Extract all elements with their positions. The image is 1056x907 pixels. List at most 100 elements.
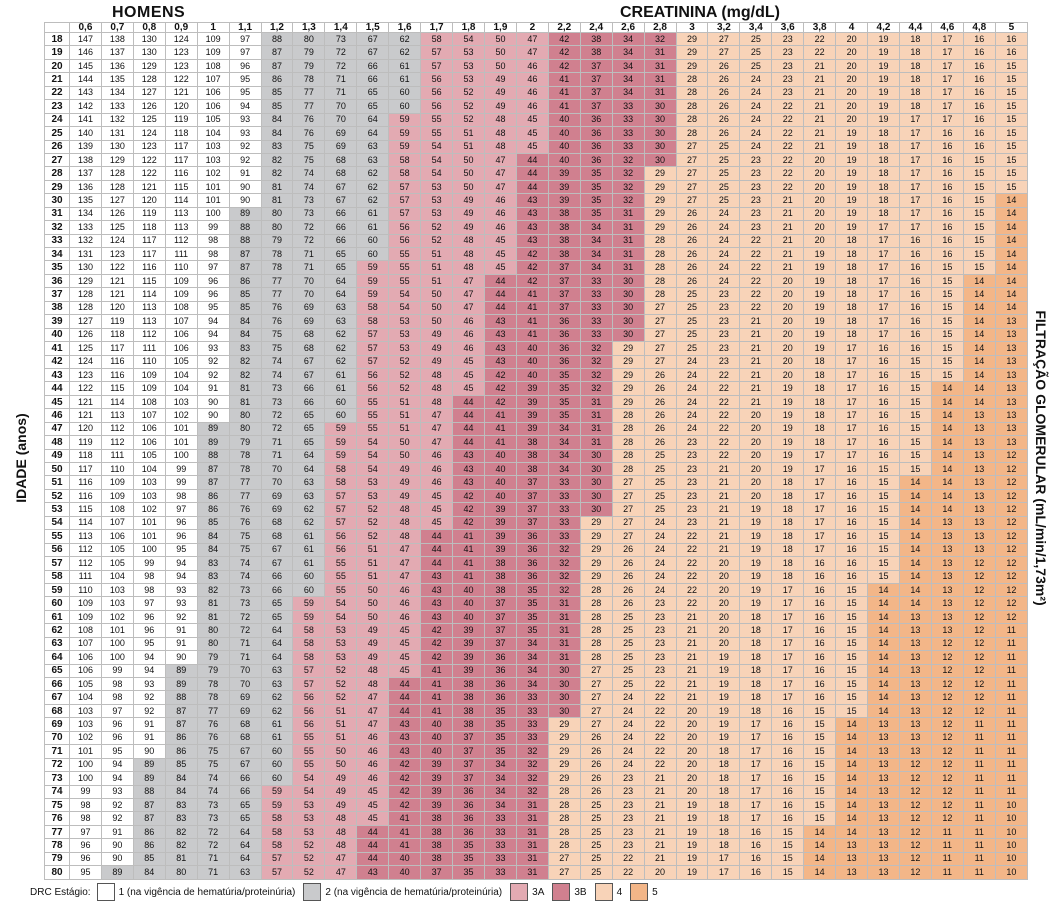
gfr-cell: 12 (898, 771, 932, 786)
gfr-cell: 49 (388, 475, 422, 490)
gfr-cell: 60 (292, 582, 326, 598)
gfr-cell: 19 (675, 824, 709, 840)
gfr-cell: 43 (483, 354, 517, 369)
gfr-cell: 18 (707, 744, 741, 759)
gfr-cell: 83 (260, 139, 294, 154)
gfr-cell: 96 (69, 851, 102, 867)
gfr-cell: 14 (898, 556, 932, 571)
gfr-cell: 26 (675, 260, 709, 275)
table-row: 27 138 129 122 117 103 92 82 75 68 63 58 54 50 47 44 40 3… (44, 152, 1029, 168)
age-cell: 41 (44, 341, 70, 356)
gfr-cell: 37 (515, 475, 549, 490)
gfr-cell: 13 (930, 609, 964, 625)
gfr-cell: 28 (579, 609, 613, 625)
gfr-cell: 64 (228, 851, 262, 867)
gfr-cell: 15 (867, 542, 900, 558)
gfr-cell: 71 (260, 448, 294, 464)
gfr-cell: 61 (324, 381, 358, 396)
gfr-cell: 79 (292, 45, 326, 60)
legend-item: 1 (na vigência de hematúria/proteinúria) (96, 883, 295, 901)
gfr-cell: 16 (962, 112, 996, 128)
gfr-cell: 42 (452, 515, 485, 531)
gfr-cell: 13 (835, 851, 869, 867)
gfr-cell: 14 (867, 690, 900, 705)
gfr-cell: 18 (898, 72, 932, 87)
gfr-cell: 43 (452, 475, 485, 490)
gfr-cell: 21 (739, 354, 773, 369)
gfr-cell: 57 (292, 663, 326, 679)
gfr-cell: 42 (547, 58, 581, 74)
gfr-cell: 50 (420, 287, 454, 302)
gfr-cell: 31 (547, 623, 581, 638)
gfr-cell: 80 (196, 636, 230, 652)
age-cell: 60 (44, 596, 70, 611)
gfr-cell: 44 (515, 166, 549, 181)
gfr-cell: 23 (675, 502, 709, 517)
gfr-cell: 46 (388, 596, 422, 611)
gfr-cell: 19 (707, 703, 741, 719)
gfr-cell: 65 (324, 260, 358, 275)
gfr-cell: 106 (164, 327, 198, 343)
gfr-cell: 21 (707, 542, 741, 558)
gfr-cell: 23 (611, 824, 645, 840)
gfr-cell: 31 (579, 394, 613, 410)
gfr-cell: 86 (132, 824, 166, 840)
gfr-cell: 35 (579, 179, 613, 195)
gfr-cell: 53 (324, 623, 358, 638)
gfr-cell: 30 (611, 287, 645, 302)
gfr-cell: 33 (483, 838, 517, 853)
gfr-cell: 126 (69, 327, 102, 343)
gfr-cell: 11 (994, 636, 1029, 652)
gfr-cell: 14 (867, 596, 900, 611)
gfr-cell: 122 (69, 381, 102, 396)
gfr-cell: 12 (962, 556, 996, 571)
gfr-cell: 55 (292, 757, 326, 773)
gfr-cell: 98 (132, 569, 166, 584)
gfr-cell: 17 (867, 273, 900, 289)
age-cell: 27 (44, 152, 70, 168)
gfr-cell: 21 (771, 246, 805, 262)
gfr-cell: 107 (69, 636, 102, 652)
gfr-cell: 31 (579, 435, 613, 450)
table-row: 50 117 110 104 99 87 78 70 64 58 54 49 46 43 40 38 34 30 2… (44, 461, 1029, 477)
gfr-cell: 13 (867, 838, 900, 853)
gfr-cell: 16 (962, 72, 996, 87)
gfr-cell: 15 (898, 408, 932, 423)
gfr-cell: 18 (771, 542, 805, 558)
gfr-cell: 92 (132, 690, 166, 705)
gfr-cell: 74 (260, 367, 294, 383)
gfr-cell: 14 (835, 771, 869, 786)
gfr-cell: 19 (771, 435, 805, 450)
gfr-cell: 58 (356, 300, 390, 316)
gfr-cell: 39 (547, 193, 581, 208)
age-cell: 67 (44, 690, 70, 705)
gfr-cell: 15 (803, 771, 837, 786)
gfr-cell: 15 (835, 676, 869, 692)
gfr-cell: 14 (962, 394, 996, 410)
gfr-cell: 34 (547, 461, 581, 477)
gfr-cell: 108 (164, 300, 198, 316)
gfr-cell: 11 (962, 784, 996, 799)
gfr-cell: 33 (483, 811, 517, 826)
gfr-cell: 11 (962, 730, 996, 746)
gfr-cell: 31 (515, 811, 549, 826)
gfr-cell: 14 (930, 502, 964, 517)
gfr-cell: 17 (771, 623, 805, 638)
gfr-cell: 79 (228, 435, 262, 450)
gfr-cell: 98 (164, 488, 198, 504)
gfr-cell: 66 (228, 784, 262, 799)
gfr-cell: 103 (132, 488, 166, 504)
gfr-cell: 22 (675, 569, 709, 584)
table-row: 52 116 109 103 98 86 77 69 63 57 53 49 45 42 40 37 33 30 2… (44, 488, 1029, 504)
age-axis-label: IDADE (anos) (13, 413, 29, 503)
gfr-cell: 16 (803, 556, 837, 571)
gfr-cell: 17 (835, 435, 869, 450)
gfr-cell: 53 (452, 72, 485, 87)
gfr-cell: 15 (803, 744, 837, 759)
gfr-cell: 19 (867, 85, 900, 101)
gfr-cell: 51 (324, 730, 358, 746)
gfr-cell: 18 (707, 838, 741, 853)
gfr-cell: 16 (867, 448, 900, 464)
gfr-cell: 13 (994, 314, 1029, 329)
gfr-cell: 21 (643, 824, 677, 840)
